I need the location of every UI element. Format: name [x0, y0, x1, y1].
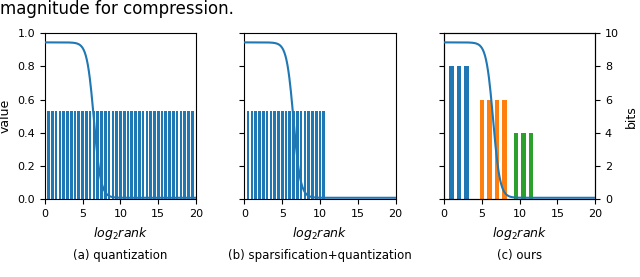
Bar: [153, 111, 156, 199]
Bar: [289, 111, 291, 199]
Bar: [258, 111, 261, 199]
X-axis label: $log_2$rank: $log_2$rank: [492, 225, 547, 242]
X-axis label: $log_2$rank: $log_2$rank: [93, 225, 148, 242]
Bar: [97, 111, 99, 199]
Bar: [281, 111, 284, 199]
Bar: [269, 111, 272, 199]
Bar: [81, 111, 84, 199]
Bar: [180, 111, 182, 199]
Text: (c) ours: (c) ours: [497, 249, 542, 262]
Bar: [502, 100, 507, 199]
Bar: [145, 111, 148, 199]
Bar: [74, 111, 76, 199]
Bar: [479, 100, 484, 199]
Bar: [277, 111, 280, 199]
Bar: [134, 111, 137, 199]
Bar: [138, 111, 141, 199]
Bar: [266, 111, 268, 199]
Bar: [164, 111, 167, 199]
Bar: [187, 111, 190, 199]
Bar: [255, 111, 257, 199]
Bar: [319, 111, 321, 199]
Bar: [307, 111, 310, 199]
Bar: [465, 66, 469, 199]
Bar: [315, 111, 317, 199]
Y-axis label: bits: bits: [625, 105, 637, 128]
Bar: [183, 111, 186, 199]
Bar: [66, 111, 69, 199]
Bar: [62, 111, 65, 199]
Bar: [300, 111, 303, 199]
Bar: [303, 111, 306, 199]
Bar: [111, 111, 114, 199]
Bar: [521, 133, 525, 199]
Bar: [251, 111, 253, 199]
X-axis label: $log_2$rank: $log_2$rank: [292, 225, 348, 242]
Bar: [93, 111, 95, 199]
Y-axis label: value: value: [0, 99, 12, 134]
Bar: [292, 111, 295, 199]
Bar: [323, 111, 325, 199]
Bar: [191, 111, 193, 199]
Bar: [149, 111, 152, 199]
Bar: [55, 111, 58, 199]
Bar: [529, 133, 533, 199]
Bar: [285, 111, 287, 199]
Bar: [273, 111, 276, 199]
Text: magnitude for compression.: magnitude for compression.: [0, 0, 234, 18]
Bar: [495, 100, 499, 199]
Bar: [262, 111, 264, 199]
Bar: [104, 111, 107, 199]
Bar: [157, 111, 159, 199]
Bar: [85, 111, 88, 199]
Bar: [77, 111, 80, 199]
Bar: [59, 111, 61, 199]
Bar: [296, 111, 299, 199]
Bar: [123, 111, 125, 199]
Bar: [457, 66, 461, 199]
Bar: [247, 111, 250, 199]
Text: (a) quantization: (a) quantization: [73, 249, 168, 262]
Bar: [131, 111, 133, 199]
Bar: [311, 111, 314, 199]
Bar: [176, 111, 179, 199]
Text: (b) sparsification+quantization: (b) sparsification+quantization: [228, 249, 412, 262]
Bar: [51, 111, 54, 199]
Bar: [161, 111, 163, 199]
Bar: [89, 111, 92, 199]
Bar: [127, 111, 129, 199]
Bar: [100, 111, 103, 199]
Bar: [449, 66, 454, 199]
Bar: [70, 111, 72, 199]
Bar: [47, 111, 50, 199]
Bar: [119, 111, 122, 199]
Bar: [487, 100, 492, 199]
Bar: [142, 111, 145, 199]
Bar: [172, 111, 175, 199]
Bar: [168, 111, 171, 199]
Bar: [108, 111, 110, 199]
Bar: [513, 133, 518, 199]
Bar: [115, 111, 118, 199]
